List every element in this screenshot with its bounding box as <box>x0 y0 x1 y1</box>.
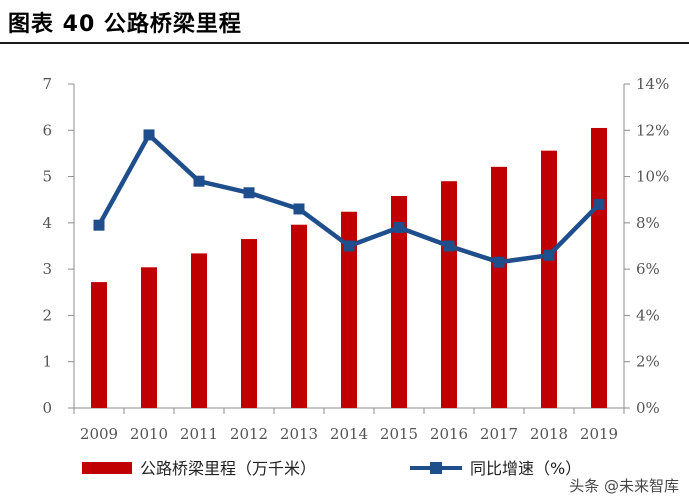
right-axis-tick-label: 4% <box>636 306 660 324</box>
bar-2016 <box>441 181 457 408</box>
legend-swatch-marker <box>430 462 442 474</box>
left-axis-tick-label: 1 <box>42 353 52 371</box>
legend-label-line: 同比增速（%） <box>470 459 581 478</box>
point-2012 <box>243 187 255 199</box>
bar-2012 <box>241 239 257 408</box>
tick-labels: 0 1 2 3 4 5 6 7 0% 2% 4% 6% 8% 10% 12% 14% 2009 2010 2011 2… <box>42 75 669 443</box>
bar-2011 <box>191 253 207 408</box>
bar-2017 <box>491 166 507 408</box>
watermark: 头条 @未来智库 <box>569 477 679 495</box>
x-axis-tick-label: 2017 <box>480 425 518 443</box>
point-2014 <box>343 240 355 252</box>
x-axis-tick-label: 2013 <box>280 425 318 443</box>
point-2010 <box>143 129 155 141</box>
left-axis-tick-label: 0 <box>42 399 52 417</box>
right-axis-tick-label: 8% <box>636 214 660 232</box>
x-axis-tick-label: 2012 <box>230 425 268 443</box>
point-2016 <box>443 240 455 252</box>
x-axis-tick-label: 2019 <box>580 425 618 443</box>
legend: 公路桥梁里程（万千米） 同比增速（%） <box>82 459 581 478</box>
x-axis-tick-label: 2009 <box>80 425 118 443</box>
title-divider <box>0 42 689 44</box>
bar-2010 <box>141 267 157 408</box>
page-title: 图表 40 公路桥梁里程 <box>8 12 242 37</box>
x-axis-tick-label: 2011 <box>180 425 218 443</box>
x-axis-tick-label: 2014 <box>330 425 368 443</box>
point-2019 <box>593 198 605 210</box>
point-2015 <box>393 221 405 233</box>
right-axis-tick-label: 6% <box>636 260 660 278</box>
point-2018 <box>543 249 555 261</box>
left-axis-tick-label: 2 <box>42 306 52 324</box>
line-series <box>93 129 605 268</box>
bar-2015 <box>391 196 407 408</box>
x-axis-tick-label: 2010 <box>130 425 168 443</box>
left-axis-tick-label: 3 <box>42 260 52 278</box>
right-axis-tick-label: 12% <box>636 121 669 139</box>
point-2013 <box>293 203 305 215</box>
bar-series <box>91 127 607 408</box>
x-axis-tick-label: 2018 <box>530 425 568 443</box>
right-axis-tick-label: 14% <box>636 75 669 93</box>
legend-label-bar: 公路桥梁里程（万千米） <box>140 459 316 478</box>
x-axis-tick-label: 2016 <box>430 425 468 443</box>
right-axis-tick-label: 2% <box>636 353 660 371</box>
x-axis-tick-label: 2015 <box>380 425 418 443</box>
right-axis-tick-label: 0% <box>636 399 660 417</box>
point-2017 <box>493 256 505 268</box>
left-axis-tick-label: 5 <box>42 168 52 186</box>
point-2009 <box>93 219 105 231</box>
right-axis-tick-label: 10% <box>636 168 669 186</box>
left-axis-tick-label: 6 <box>42 121 52 139</box>
bar-2014 <box>341 211 357 408</box>
bar-2013 <box>291 224 307 408</box>
bar-2019 <box>591 127 607 408</box>
bar-2018 <box>541 150 557 408</box>
point-2011 <box>193 175 205 187</box>
legend-swatch-bar <box>82 462 132 474</box>
left-axis-tick-label: 7 <box>42 75 52 93</box>
bar-2009 <box>91 282 107 408</box>
left-axis-tick-label: 4 <box>42 214 52 232</box>
